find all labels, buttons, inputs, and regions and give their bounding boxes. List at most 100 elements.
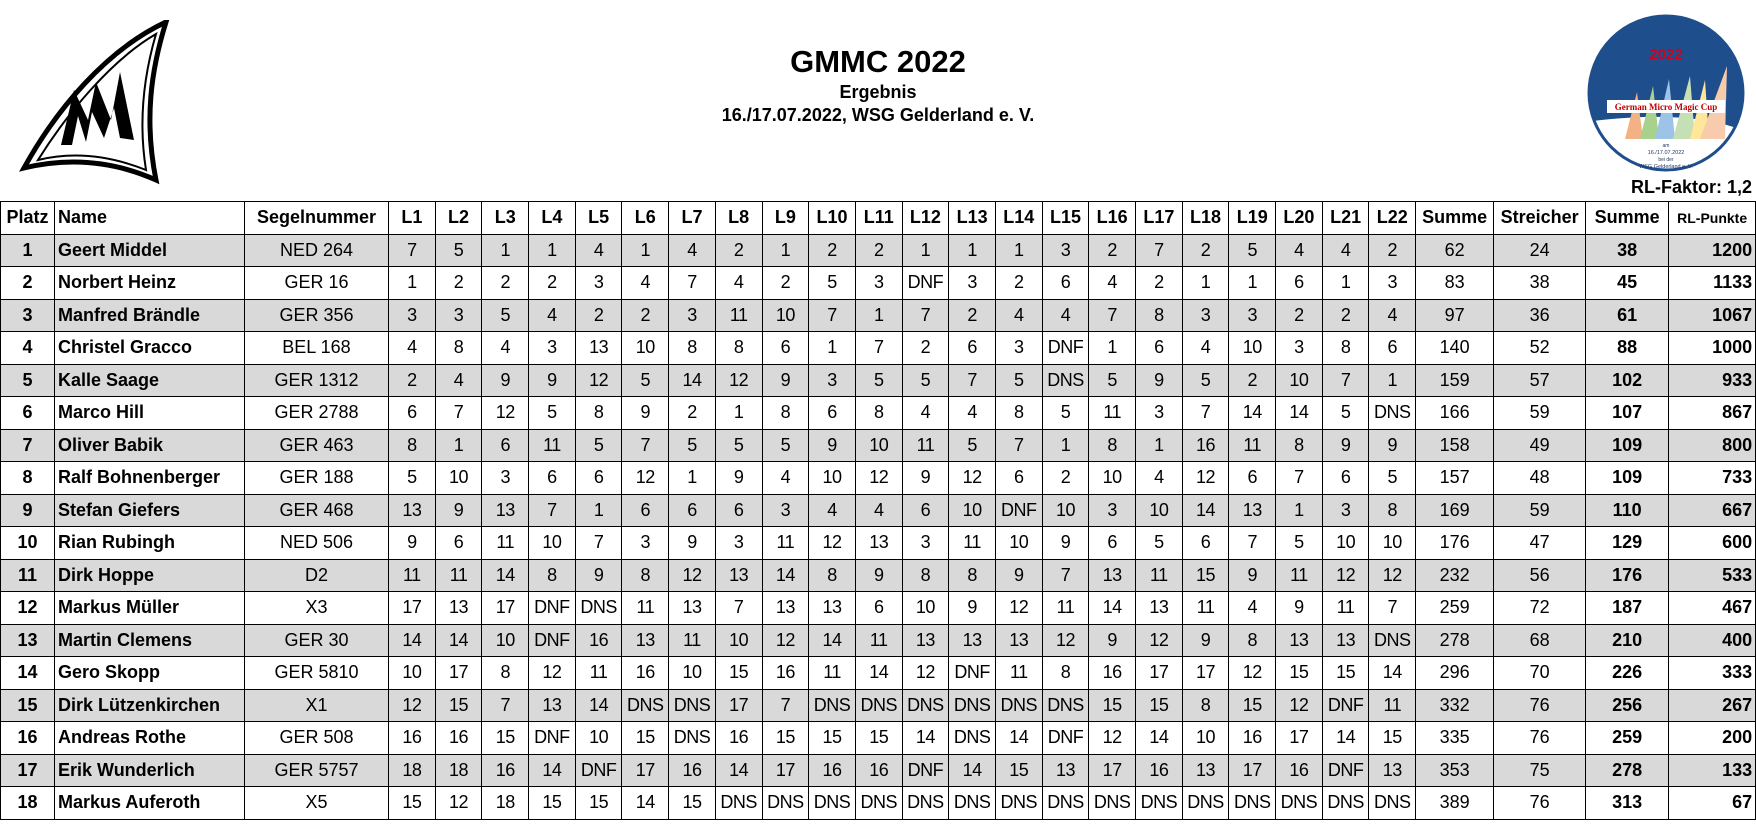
cell-race-l17: 1 <box>1135 428 1183 462</box>
cell-race-l1: 18 <box>388 753 436 787</box>
column-header-name: Name <box>54 201 245 235</box>
cell-race-l22: 15 <box>1368 721 1417 755</box>
cell-platz: 11 <box>0 558 55 592</box>
cell-race-l6: 6 <box>621 493 670 527</box>
cell-race-l19: 14 <box>1228 396 1277 430</box>
cell-name: Christel Gracco <box>54 331 245 365</box>
cell-race-l13: 10 <box>948 493 996 527</box>
cell-summe-netto: 187 <box>1585 591 1670 625</box>
cell-race-l17: 4 <box>1135 461 1183 495</box>
cell-race-l13: 3 <box>948 266 996 300</box>
cell-race-l7: 16 <box>668 753 716 787</box>
table-row: 8 Ralf Bohnenberger GER 188 5 10 3 6 6 12 1 9 4 10 12… <box>0 461 1756 495</box>
column-header-l6: L6 <box>621 201 670 235</box>
cell-race-l10: 2 <box>808 233 856 267</box>
cell-sail-number: GER 30 <box>244 623 389 657</box>
cell-race-l10: DNS <box>808 786 856 820</box>
cell-race-l2: 12 <box>434 786 483 820</box>
cell-race-l3: 18 <box>481 786 530 820</box>
cell-race-l5: 3 <box>574 266 623 300</box>
cell-sail-number: X3 <box>244 591 389 625</box>
cell-race-l4: DNF <box>528 721 576 755</box>
cell-race-l16: 5 <box>1088 363 1136 397</box>
cell-race-l16: 3 <box>1088 493 1136 527</box>
cell-race-l10: 14 <box>808 623 856 657</box>
cell-streicher: 76 <box>1493 786 1587 820</box>
cell-summe: 278 <box>1415 623 1495 657</box>
cell-race-l21: 1 <box>1321 266 1370 300</box>
cell-platz: 9 <box>0 493 55 527</box>
cell-summe-netto: 259 <box>1585 721 1670 755</box>
cell-race-l6: 16 <box>621 656 670 690</box>
cell-race-l22: 3 <box>1368 266 1417 300</box>
cell-race-l12: 2 <box>901 331 950 365</box>
cell-race-l7: 8 <box>668 331 716 365</box>
table-row: 4 Christel Gracco BEL 168 4 8 4 3 13 10 8 8 6 1 7 2 6 3 D… <box>0 331 1756 365</box>
cell-race-l4: 10 <box>528 526 576 560</box>
cell-platz: 8 <box>0 461 55 495</box>
cell-race-l7: DNS <box>668 721 716 755</box>
cell-race-l8: 10 <box>714 623 763 657</box>
cell-race-l5: 2 <box>574 298 623 332</box>
cell-race-l15: 13 <box>1041 753 1090 787</box>
cell-name: Marco Hill <box>54 396 245 430</box>
cell-rl-punkte: 200 <box>1668 721 1756 755</box>
cell-race-l6: 10 <box>621 331 670 365</box>
results-table: Platz Name Segelnummer L1 L2 L3 L4 L5 L6 L7 L8 L9 L1… <box>0 201 1756 820</box>
cell-race-l22: DNS <box>1368 396 1417 430</box>
table-row: 11 Dirk Hoppe D2 11 11 14 8 9 8 12 13 14 8 9 8 8 9 7 13 11 1… <box>0 558 1756 592</box>
page-subtitle: Ergebnis <box>839 82 917 102</box>
cell-race-l18: 10 <box>1181 721 1230 755</box>
gmmc-event-logo: 2022 German Micro Magic Cup am 16./17.07… <box>1587 14 1745 172</box>
cell-race-l2: 9 <box>434 493 483 527</box>
cell-race-l13: DNS <box>948 786 996 820</box>
cell-race-l4: 1 <box>528 233 576 267</box>
column-header-l22: L22 <box>1368 201 1417 235</box>
cell-race-l7: 7 <box>668 266 716 300</box>
cell-summe-netto: 61 <box>1585 298 1670 332</box>
cell-race-l3: 13 <box>481 493 530 527</box>
cell-platz: 1 <box>0 233 55 267</box>
cell-race-l19: 16 <box>1228 721 1277 755</box>
cell-race-l13: DNS <box>948 721 996 755</box>
logo-event-name: German Micro Magic Cup <box>1615 102 1718 112</box>
cell-race-l1: 16 <box>388 721 436 755</box>
cell-race-l13: DNF <box>948 656 996 690</box>
cell-race-l9: 3 <box>761 493 810 527</box>
cell-race-l15: 6 <box>1041 266 1090 300</box>
logo-year: 2022 <box>1649 46 1682 63</box>
cell-summe-netto: 88 <box>1585 331 1670 365</box>
cell-rl-punkte: 733 <box>1668 461 1756 495</box>
cell-race-l10: 12 <box>808 526 856 560</box>
cell-race-l15: DNF <box>1041 721 1090 755</box>
cell-race-l20: 10 <box>1275 363 1323 397</box>
cell-race-l6: 4 <box>621 266 670 300</box>
cell-race-l1: 7 <box>388 233 436 267</box>
cell-race-l7: 5 <box>668 428 716 462</box>
cell-race-l4: 12 <box>528 656 576 690</box>
cell-sail-number: BEL 168 <box>244 331 389 365</box>
cell-race-l13: 13 <box>948 623 996 657</box>
cell-race-l9: DNS <box>761 786 810 820</box>
cell-race-l15: 10 <box>1041 493 1090 527</box>
cell-race-l17: 14 <box>1135 721 1183 755</box>
cell-name: Geert Middel <box>54 233 245 267</box>
cell-race-l5: 6 <box>574 461 623 495</box>
cell-streicher: 59 <box>1493 493 1587 527</box>
cell-name: Markus Auferoth <box>54 786 245 820</box>
cell-race-l22: 7 <box>1368 591 1417 625</box>
cell-summe: 389 <box>1415 786 1495 820</box>
cell-summe-netto: 109 <box>1585 461 1670 495</box>
cell-race-l10: DNS <box>808 688 856 722</box>
column-header-l20: L20 <box>1275 201 1323 235</box>
cell-race-l16: 11 <box>1088 396 1136 430</box>
cell-summe: 169 <box>1415 493 1495 527</box>
column-header-streicher: Streicher <box>1493 201 1587 235</box>
cell-summe-netto: 110 <box>1585 493 1670 527</box>
cell-race-l6: 11 <box>621 591 670 625</box>
cell-race-l8: 14 <box>714 753 763 787</box>
cell-race-l12: 12 <box>901 656 950 690</box>
cell-race-l18: 3 <box>1181 298 1230 332</box>
column-header-l15: L15 <box>1041 201 1090 235</box>
cell-sail-number: GER 508 <box>244 721 389 755</box>
